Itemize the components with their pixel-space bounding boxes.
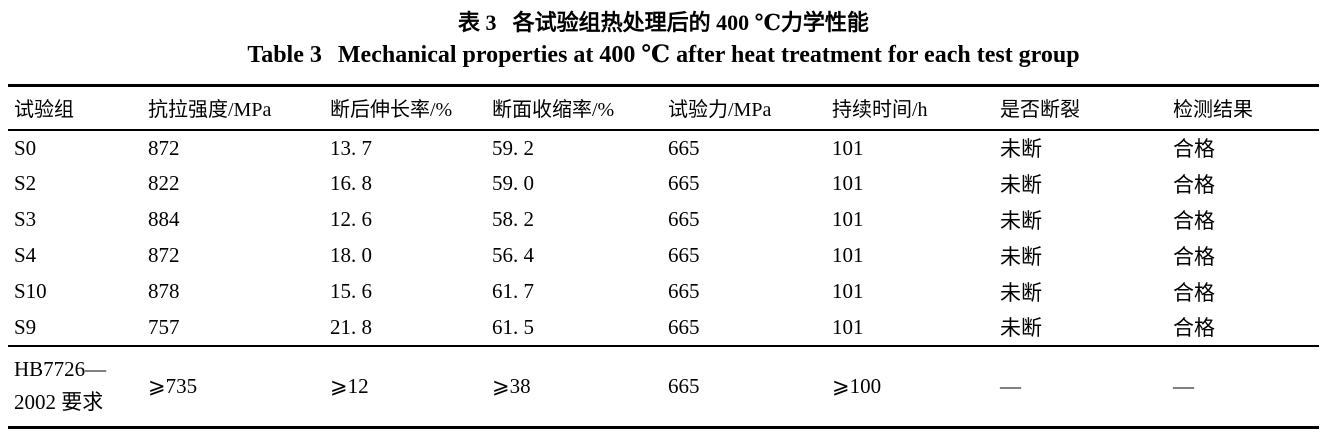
cell-reduction: 59. 0	[492, 171, 534, 195]
cell-reduction: 58. 2	[492, 207, 534, 231]
table-row-s4: S4 872 18. 0 56. 4 665 101 未断 合格	[8, 238, 1319, 274]
table-row-s10: S10 878 15. 6 61. 7 665 101 未断 合格	[8, 274, 1319, 310]
cell-fractured: 未断	[1000, 137, 1042, 161]
column-header-elongation: 断后伸长率/%	[324, 85, 486, 131]
cell-result: 合格	[1173, 280, 1215, 305]
cell-duration: 101	[832, 207, 864, 231]
cell-duration: 101	[832, 135, 864, 160]
cell-reduction: 59. 2	[492, 135, 534, 160]
cell-reduction: 61. 5	[492, 314, 534, 339]
column-header-reduction-of-area: 断面收缩率/%	[486, 85, 662, 131]
table-title-english: Table 3 Mechanical properties at 400 ℃ af…	[0, 38, 1327, 72]
column-header-duration: 持续时间/h	[826, 85, 994, 131]
cell-tensile-strength: 872	[148, 243, 180, 267]
column-header-result: 检测结果	[1167, 85, 1319, 131]
cell-tensile-strength: 757	[148, 314, 180, 339]
cell-duration: 101	[832, 279, 864, 303]
mechanical-properties-table: 试验组 抗拉强度/MPa 断后伸长率/% 断面收缩率/% 试验力/MPa 持续时…	[8, 84, 1319, 429]
cell-elongation: 18. 0	[330, 243, 372, 267]
cell-req-result: —	[1173, 373, 1194, 398]
cell-test-force: 665	[668, 279, 700, 303]
header-row: 试验组 抗拉强度/MPa 断后伸长率/% 断面收缩率/% 试验力/MPa 持续时…	[8, 85, 1319, 131]
cell-fractured: 未断	[1000, 316, 1042, 340]
cell-group: S2	[14, 171, 37, 195]
cell-fractured: 未断	[1000, 280, 1042, 305]
cell-group: S10	[14, 279, 47, 303]
cell-group: S4	[14, 243, 37, 267]
cell-requirement-standard: HB7726— 2002 要求	[8, 346, 142, 428]
cell-group: S9	[14, 314, 37, 339]
cell-result: 合格	[1173, 316, 1215, 340]
cell-duration: 101	[832, 171, 864, 195]
table-title-chinese: 表 3 各试验组热处理后的 400 ℃力学性能	[0, 0, 1327, 38]
cell-req-elongation: ⩾12	[330, 373, 369, 398]
requirement-standard-line2: 2002 要求	[14, 390, 104, 415]
table-number-en: Table 3	[247, 42, 322, 68]
table-row-s0: S0 872 13. 7 59. 2 665 101 未断 合格	[8, 130, 1319, 166]
cell-req-tensile-strength: ⩾735	[148, 373, 198, 398]
cell-fractured: 未断	[1000, 208, 1042, 233]
cell-duration: 101	[832, 314, 864, 339]
cell-req-duration: ⩾100	[832, 373, 882, 398]
cell-result: 合格	[1173, 244, 1215, 269]
column-header-test-group: 试验组	[8, 85, 142, 131]
table-row-s9: S9 757 21. 8 61. 5 665 101 未断 合格	[8, 310, 1319, 346]
table-title-zh-text: 各试验组热处理后的 400 ℃力学性能	[512, 10, 869, 35]
cell-tensile-strength: 878	[148, 279, 180, 303]
requirement-standard-line1: HB7726—	[14, 357, 107, 382]
cell-result: 合格	[1173, 137, 1215, 161]
cell-test-force: 665	[668, 207, 700, 231]
column-header-fractured: 是否断裂	[994, 85, 1167, 131]
table-row-s3: S3 884 12. 6 58. 2 665 101 未断 合格	[8, 202, 1319, 238]
cell-tensile-strength: 822	[148, 171, 180, 195]
cell-elongation: 12. 6	[330, 207, 372, 231]
table-title-en-text: Mechanical properties at 400 ℃ after hea…	[337, 42, 1080, 68]
cell-group: S3	[14, 207, 37, 231]
cell-duration: 101	[832, 243, 864, 267]
table-number-zh: 表 3	[458, 10, 497, 35]
cell-fractured: 未断	[1000, 244, 1042, 269]
cell-reduction: 61. 7	[492, 279, 534, 303]
cell-test-force: 665	[668, 314, 700, 339]
column-header-tensile-strength: 抗拉强度/MPa	[142, 85, 324, 131]
cell-req-fractured: —	[1000, 373, 1021, 398]
cell-tensile-strength: 872	[148, 135, 180, 160]
cell-group: S0	[14, 135, 37, 160]
cell-elongation: 16. 8	[330, 171, 372, 195]
cell-reduction: 56. 4	[492, 243, 534, 267]
table-row-s2: S2 822 16. 8 59. 0 665 101 未断 合格	[8, 166, 1319, 202]
cell-elongation: 13. 7	[330, 135, 372, 160]
cell-test-force: 665	[668, 243, 700, 267]
cell-elongation: 21. 8	[330, 314, 372, 339]
cell-elongation: 15. 6	[330, 279, 372, 303]
requirement-row: HB7726— 2002 要求 ⩾735 ⩾12 ⩾38 665 ⩾100 — …	[8, 345, 1319, 428]
cell-tensile-strength: 884	[148, 207, 180, 231]
cell-test-force: 665	[668, 171, 700, 195]
cell-result: 合格	[1173, 172, 1215, 197]
cell-result: 合格	[1173, 208, 1215, 233]
column-header-test-force: 试验力/MPa	[662, 85, 826, 131]
cell-test-force: 665	[668, 135, 700, 160]
cell-req-test-force: 665	[668, 373, 700, 398]
cell-fractured: 未断	[1000, 172, 1042, 197]
cell-req-reduction: ⩾38	[492, 373, 531, 398]
